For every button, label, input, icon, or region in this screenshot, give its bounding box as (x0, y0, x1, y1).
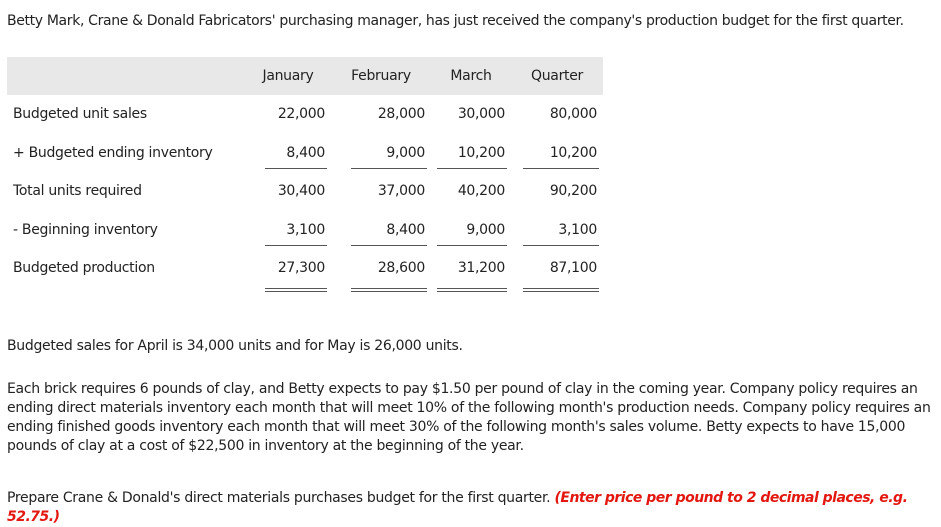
header-march: March (450, 68, 492, 84)
header-quarter: Quarter (531, 68, 583, 84)
row-label-total-units-required: Total units required (13, 183, 142, 200)
double-underline (523, 287, 599, 292)
single-underline (437, 245, 507, 246)
task-prompt: Prepare Crane & Donald's direct material… (7, 489, 932, 527)
intro-text: Betty Mark, Crane & Donald Fabricators' … (7, 13, 904, 29)
row-label-budgeted-production: Budgeted production (13, 260, 155, 277)
table-header-row: January February March Quarter (7, 57, 603, 95)
single-underline (523, 245, 599, 246)
single-underline (523, 168, 599, 169)
cell-value: 8,400 (245, 134, 331, 173)
task-prompt-main: Prepare Crane & Donald's direct material… (7, 490, 551, 506)
single-underline (351, 168, 427, 169)
cell-value: 40,200 (457, 183, 505, 200)
table-row: - Beginning inventory 3,100 8,400 9,000 … (7, 211, 603, 250)
april-may-sales-text: Budgeted sales for April is 34,000 units… (7, 338, 463, 354)
cell-value: 27,300 (245, 249, 331, 292)
cell-value: 3,100 (511, 211, 603, 250)
row-label-budgeted-ending-inventory: + Budgeted ending inventory (13, 144, 213, 161)
header-february: February (351, 68, 411, 84)
cell-value: 10,200 (511, 134, 603, 173)
header-blank (7, 57, 245, 95)
materials-policy-text: Each brick requires 6 pounds of clay, an… (7, 381, 931, 454)
cell-value: 9,000 (331, 134, 431, 173)
cell-value: 8,400 (331, 211, 431, 250)
cell-value: 31,200 (431, 249, 511, 292)
cell-value: 37,000 (377, 183, 425, 200)
row-label-beginning-inventory: - Beginning inventory (13, 221, 158, 238)
single-underline (265, 245, 327, 246)
table-row: + Budgeted ending inventory 8,400 9,000 … (7, 134, 603, 173)
double-underline (437, 287, 507, 292)
table-row: Total units required 30,400 37,000 40,20… (7, 172, 603, 211)
single-underline (265, 168, 327, 169)
cell-value: 87,100 (511, 249, 603, 292)
cell-value: 28,600 (331, 249, 431, 292)
double-underline (351, 287, 427, 292)
table-row: Budgeted production 27,300 28,600 31,200… (7, 249, 603, 292)
single-underline (437, 168, 507, 169)
cell-value: 22,000 (277, 106, 325, 123)
row-label-budgeted-unit-sales: Budgeted unit sales (13, 106, 147, 123)
production-budget-table: January February March Quarter Budgeted … (7, 57, 603, 292)
header-january: January (262, 68, 314, 84)
cell-value: 28,000 (377, 106, 425, 123)
cell-value: 30,400 (277, 183, 325, 200)
cell-value: 3,100 (245, 211, 331, 250)
cell-value: 30,000 (457, 106, 505, 123)
table-row: Budgeted unit sales 22,000 28,000 30,000… (7, 95, 603, 134)
double-underline (265, 287, 327, 292)
cell-value: 10,200 (431, 134, 511, 173)
cell-value: 90,200 (549, 183, 597, 200)
single-underline (351, 245, 427, 246)
cell-value: 80,000 (549, 106, 597, 123)
cell-value: 9,000 (431, 211, 511, 250)
